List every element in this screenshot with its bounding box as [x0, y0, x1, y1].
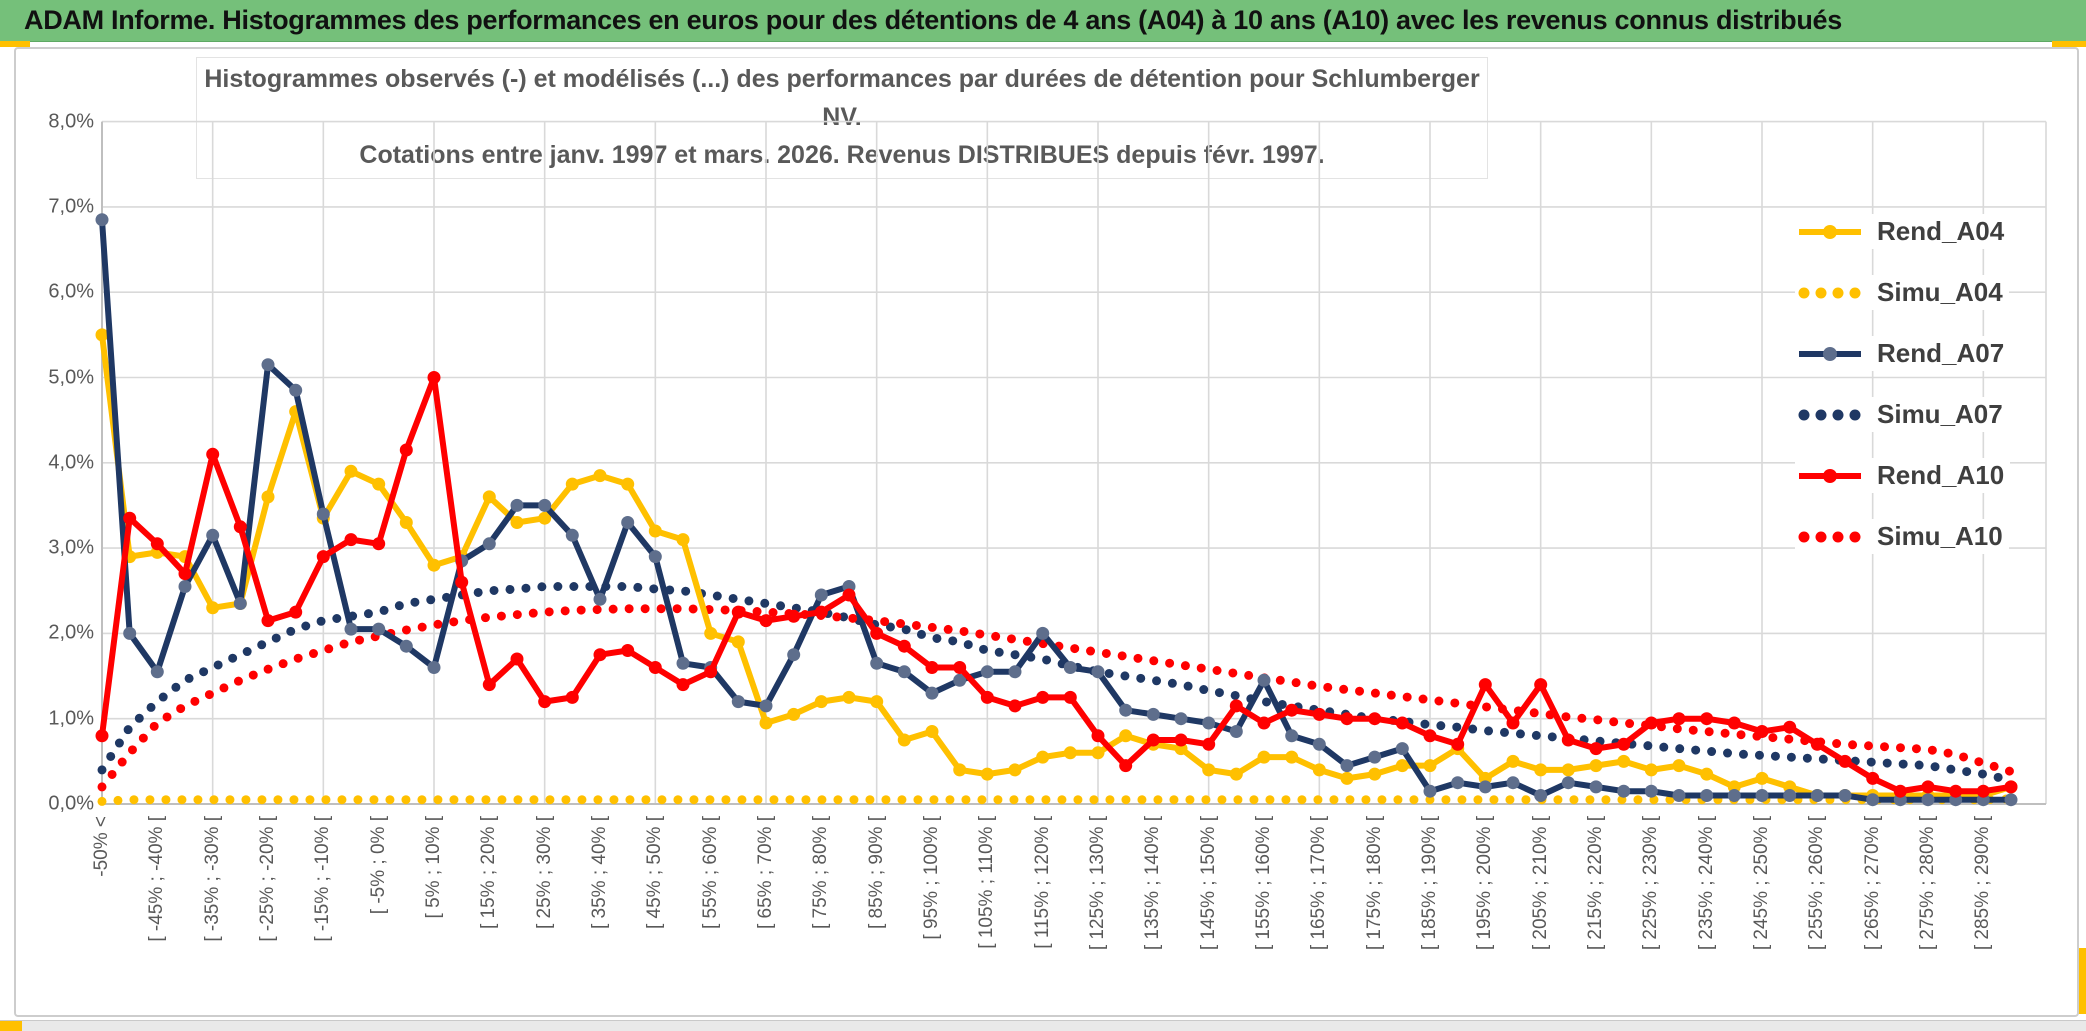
x-axis-label: [ -35% ; -30% [: [201, 816, 223, 942]
legend-line-icon: [1799, 468, 1861, 483]
x-axis-label: [ 105% ; 110% [: [976, 816, 998, 949]
x-axis-label: [ 145% ; 150% [: [1197, 816, 1219, 951]
bottom-strip: [0, 1020, 2086, 1031]
x-axis-label: [ 265% ; 270% [: [1861, 816, 1883, 951]
x-axis-label: [ 255% ; 260% [: [1806, 816, 1828, 951]
x-axis-label: [ 195% ; 200% [: [1474, 816, 1496, 951]
y-axis-label: 1,0%: [48, 707, 94, 730]
y-axis-label: 0,0%: [48, 792, 94, 815]
legend-item-Rend_A04[interactable]: Rend_A04: [1795, 214, 2011, 249]
x-axis-label: [ 185% ; 190% [: [1419, 816, 1440, 951]
x-axis-label: [ 15% ; 20% [: [478, 816, 500, 930]
x-axis-label: [ 215% ; 220% [: [1585, 816, 1606, 951]
x-axis-label: [ 35% ; 40% [: [589, 816, 610, 930]
y-axis-label: 3,0%: [48, 536, 94, 559]
x-axis-label: [ 135% ; 140% [: [1142, 816, 1164, 951]
legend-label: Simu_A10: [1877, 521, 2003, 551]
x-axis-label: [ 235% ; 240% [: [1695, 816, 1717, 951]
gold-accent-right-bar: [2079, 948, 2086, 1014]
x-axis-label: [ 125% ; 130% [: [1087, 816, 1108, 951]
legend-dots-icon: [1798, 409, 1861, 420]
gold-accent-top-right: [2052, 41, 2086, 47]
legend-label: Simu_A07: [1877, 399, 2003, 429]
chart-title: Histogrammes observés (-) et modélisés (…: [196, 57, 1488, 179]
gold-accent-bottom-left: [0, 1021, 22, 1031]
legend-line-icon: [1799, 224, 1861, 239]
x-axis-label: [ 65% ; 70% [: [755, 816, 776, 930]
legend-dots-icon: [1798, 531, 1861, 542]
legend-item-Rend_A10[interactable]: Rend_A10: [1795, 458, 2011, 493]
report-title: ADAM Informe. Histogrammes des performan…: [24, 5, 1842, 35]
x-axis-label: [ 275% ; 280% [: [1917, 816, 1938, 951]
x-axis-label: [ 95% ; 100% [: [921, 816, 942, 940]
legend-line-icon: [1799, 346, 1861, 361]
y-axis-label: 7,0%: [48, 195, 94, 218]
x-axis-label: [ 5% ; 10% [: [423, 816, 444, 919]
legend-item-Simu_A07[interactable]: Simu_A07: [1795, 397, 2009, 432]
x-axis-label: [ 155% ; 160% [: [1253, 816, 1274, 951]
chart-title-line2: Cotations entre janv. 1997 et mars. 2026…: [359, 141, 1325, 169]
x-axis-label: [ 225% ; 230% [: [1640, 816, 1662, 951]
chart-card[interactable]: Histogrammes observés (-) et modélisés (…: [14, 47, 2079, 1017]
x-axis-label: [ -5% ; 0% [: [367, 816, 389, 915]
legend-item-Rend_A07[interactable]: Rend_A07: [1795, 336, 2011, 371]
y-axis-label: 4,0%: [48, 451, 94, 474]
x-axis-label: [ 245% ; 250% [: [1751, 816, 1772, 951]
gold-accent-top-left: [0, 41, 30, 47]
x-axis-label: [ 205% ; 210% [: [1529, 816, 1551, 951]
legend-dots-icon: [1798, 287, 1861, 298]
x-axis-label: [ -45% ; -40% [: [146, 816, 168, 942]
x-axis-label: [ 45% ; 50% [: [644, 816, 666, 930]
legend-label: Simu_A04: [1877, 277, 2003, 307]
x-axis-label: [ 115% ; 120% [: [1031, 816, 1053, 949]
x-axis-label: [ 25% ; 30% [: [533, 816, 555, 930]
legend-label: Rend_A04: [1877, 216, 2005, 246]
x-axis-label: [ -15% ; -10% [: [312, 816, 334, 942]
legend-label: Rend_A07: [1877, 338, 2005, 368]
x-axis-label: [ 55% ; 60% [: [699, 816, 721, 930]
y-axis-label: 2,0%: [48, 621, 94, 644]
x-axis-label: [ -25% ; -20% [: [257, 816, 278, 942]
y-axis-label: 5,0%: [48, 366, 94, 388]
report-title-bar: ADAM Informe. Histogrammes des performan…: [0, 0, 2086, 42]
legend-item-Simu_A10[interactable]: Simu_A10: [1795, 519, 2009, 554]
x-axis-label: [ 75% ; 80% [: [810, 816, 832, 930]
chart-title-line1: Histogrammes observés (-) et modélisés (…: [204, 65, 1480, 131]
y-axis-label: 8,0%: [48, 110, 94, 133]
legend-item-Simu_A04[interactable]: Simu_A04: [1795, 275, 2009, 310]
x-axis-label: -50% <: [91, 816, 112, 877]
x-axis-label: [ 165% ; 170% [: [1308, 816, 1330, 951]
y-axis-label: 6,0%: [48, 280, 94, 303]
x-axis-label: [ 85% ; 90% [: [865, 816, 887, 930]
legend-label: Rend_A10: [1877, 460, 2005, 490]
x-axis-label: [ 285% ; 290% [: [1972, 816, 1994, 951]
x-axis-label: [ 175% ; 180% [: [1363, 816, 1385, 951]
